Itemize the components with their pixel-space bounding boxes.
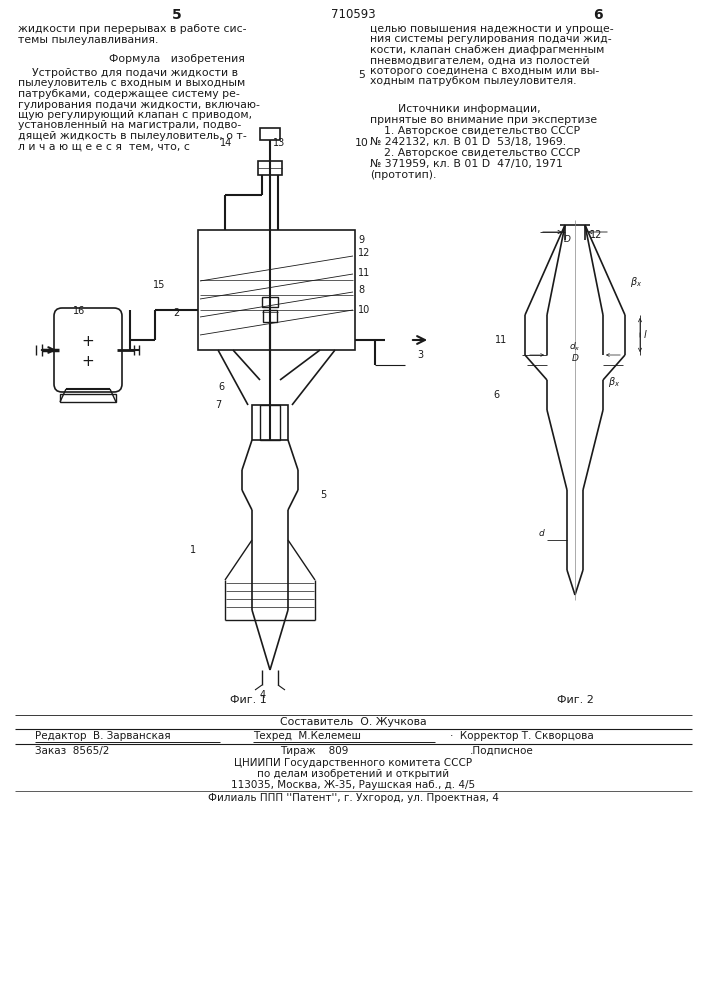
Text: жидкости при перерывах в работе сис-: жидкости при перерывах в работе сис- (18, 24, 247, 34)
Text: 2. Авторское свидетельство СССР: 2. Авторское свидетельство СССР (370, 148, 580, 158)
Text: 1. Авторское свидетельство СССР: 1. Авторское свидетельство СССР (370, 126, 580, 136)
Text: d: d (539, 529, 545, 538)
Text: пневмодвигателем, одна из полостей: пневмодвигателем, одна из полостей (370, 55, 590, 66)
Text: 9: 9 (358, 235, 364, 245)
Text: .Подписное: .Подписное (470, 746, 534, 756)
Text: ЦНИИПИ Государственного комитета СССР: ЦНИИПИ Государственного комитета СССР (234, 758, 472, 768)
Text: Формула   изобретения: Формула изобретения (109, 54, 245, 64)
Text: (прототип).: (прототип). (370, 170, 436, 180)
Text: $d_x$: $d_x$ (569, 340, 580, 353)
Text: Филиаль ППП ''Патент'', г. Ухгород, ул. Проектная, 4: Филиаль ППП ''Патент'', г. Ухгород, ул. … (208, 793, 498, 803)
Text: 12: 12 (358, 248, 370, 258)
Text: темы пылеулавливания.: темы пылеулавливания. (18, 35, 158, 45)
Text: 7: 7 (215, 400, 221, 410)
Text: 710593: 710593 (331, 8, 375, 21)
Text: 11: 11 (358, 268, 370, 278)
Text: щую регулирующий клапан с приводом,: щую регулирующий клапан с приводом, (18, 110, 252, 120)
Text: 6: 6 (593, 8, 603, 22)
Text: ходным патрубком пылеуловителя.: ходным патрубком пылеуловителя. (370, 77, 576, 87)
Text: +: + (81, 355, 94, 369)
Bar (262, 297, 278, 307)
Text: 16: 16 (73, 306, 86, 316)
Text: ·  Корректор Т. Скворцова: · Корректор Т. Скворцова (450, 731, 594, 741)
Text: Фиг. 2: Фиг. 2 (556, 695, 593, 705)
Text: D: D (571, 354, 578, 363)
Text: Устройство для подачи жидкости в: Устройство для подачи жидкости в (18, 68, 238, 78)
Text: 5: 5 (358, 70, 366, 80)
Text: l: l (644, 330, 647, 340)
Text: 2: 2 (173, 308, 180, 318)
Text: +: + (81, 334, 94, 350)
Text: № 242132, кл. В 01 D  53/18, 1969.: № 242132, кл. В 01 D 53/18, 1969. (370, 137, 566, 147)
Text: 6: 6 (218, 382, 224, 392)
Text: л и ч а ю щ е е с я  тем, что, с: л и ч а ю щ е е с я тем, что, с (18, 141, 190, 151)
Text: Составитель  О. Жучкова: Составитель О. Жучкова (280, 717, 426, 727)
Text: дящей жидкость в пылеуловитель, о т-: дящей жидкость в пылеуловитель, о т- (18, 131, 247, 141)
Text: Источники информации,: Источники информации, (370, 104, 541, 114)
Bar (260, 405, 280, 440)
Text: $\beta_x$: $\beta_x$ (608, 375, 620, 389)
Text: 11: 11 (495, 335, 507, 345)
Text: Редактор  В. Зарванская: Редактор В. Зарванская (35, 731, 170, 741)
Bar (260, 128, 280, 140)
Text: Техред  М.Келемеш: Техред М.Келемеш (253, 731, 361, 741)
Text: 6: 6 (493, 390, 499, 400)
Bar (252, 405, 288, 440)
Text: D: D (563, 235, 571, 244)
Text: Тираж    809: Тираж 809 (280, 746, 349, 756)
Text: 5: 5 (320, 490, 326, 500)
Text: принятые во внимание при экспертизе: принятые во внимание при экспертизе (370, 115, 597, 125)
Text: патрубками, содержащее систему ре-: патрубками, содержащее систему ре- (18, 89, 240, 99)
Text: кости, клапан снабжен диафрагменным: кости, клапан снабжен диафрагменным (370, 45, 604, 55)
Text: целью повышения надежности и упроще-: целью повышения надежности и упроще- (370, 24, 614, 34)
Text: 12: 12 (590, 230, 602, 240)
Text: Фиг. 1: Фиг. 1 (230, 695, 267, 705)
Bar (198, 230, 355, 350)
Text: гулирования подачи жидкости, включаю-: гулирования подачи жидкости, включаю- (18, 100, 260, 109)
Text: Заказ  8565/2: Заказ 8565/2 (35, 746, 110, 756)
Text: 14: 14 (220, 138, 233, 148)
Text: по делам изобретений и открытий: по делам изобретений и открытий (257, 769, 449, 779)
Bar (258, 161, 282, 175)
Text: 3: 3 (417, 350, 423, 360)
Text: пылеуловитель с входным и выходным: пылеуловитель с входным и выходным (18, 79, 245, 89)
Text: 10: 10 (355, 138, 369, 148)
Text: 113035, Москва, Ж-35, Раушская наб., д. 4/5: 113035, Москва, Ж-35, Раушская наб., д. … (231, 780, 475, 790)
Text: которого соединена с входным или вы-: которого соединена с входным или вы- (370, 66, 600, 76)
Text: № 371959, кл. В 01 D  47/10, 1971: № 371959, кл. В 01 D 47/10, 1971 (370, 159, 563, 169)
Text: 13: 13 (273, 138, 285, 148)
Text: 15: 15 (153, 280, 165, 290)
Text: 4: 4 (260, 690, 266, 700)
Bar (60, 394, 116, 402)
Text: 1: 1 (190, 545, 196, 555)
Text: 5: 5 (172, 8, 182, 22)
Text: $\beta_x$: $\beta_x$ (630, 275, 642, 289)
Text: установленный на магистрали, подво-: установленный на магистрали, подво- (18, 120, 241, 130)
Text: 10: 10 (358, 305, 370, 315)
Text: ния системы регулирования подачи жид-: ния системы регулирования подачи жид- (370, 34, 612, 44)
Bar (263, 310, 277, 322)
Text: 8: 8 (358, 285, 364, 295)
